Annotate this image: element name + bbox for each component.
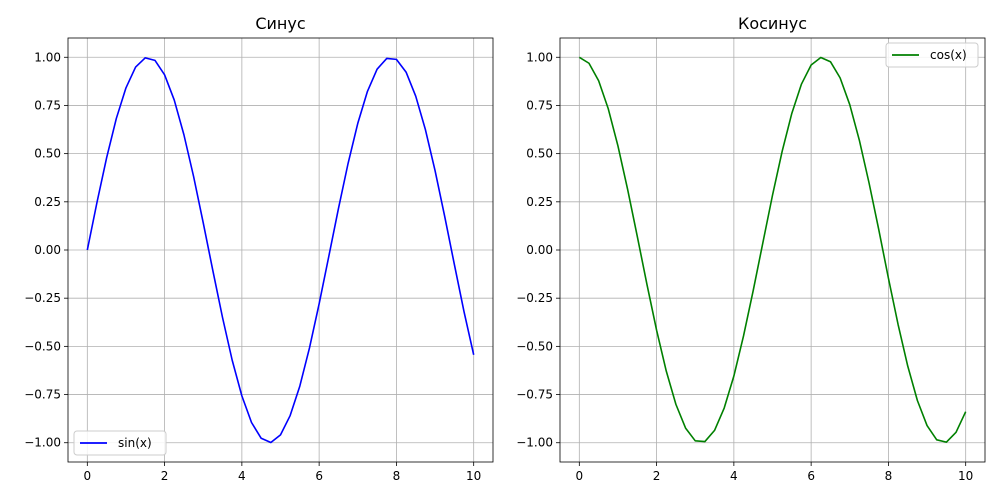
series-line-cosx (578, 56, 967, 443)
legend-label: cos(x) (930, 48, 967, 62)
x-tick-label: 10 (466, 469, 481, 483)
x-tick-label: 6 (315, 469, 323, 483)
y-tick-label: 0.25 (34, 195, 61, 209)
y-tick-label: 0.00 (34, 243, 61, 257)
legend-label: sin(x) (118, 436, 152, 450)
y-tick-label: 1.00 (526, 50, 553, 64)
chart-title: Синус (255, 14, 305, 33)
y-tick-label: 0.75 (34, 98, 61, 112)
y-tick-label: 0.75 (526, 98, 553, 112)
y-tick-label: −0.50 (516, 339, 553, 353)
legend-box (73, 430, 167, 456)
x-tick-label: 0 (575, 469, 583, 483)
y-tick-label: −1.00 (24, 436, 61, 450)
y-tick-label: 0.50 (526, 147, 553, 161)
y-tick-label: −1.00 (516, 436, 553, 450)
legend: cos(x) (885, 42, 979, 68)
y-tick-label: −0.50 (24, 339, 61, 353)
x-tick-label: 10 (958, 469, 973, 483)
y-tick-label: −0.25 (516, 291, 553, 305)
y-tick-label: −0.75 (24, 388, 61, 402)
x-tick-label: 0 (83, 469, 91, 483)
y-tick-label: −0.25 (24, 291, 61, 305)
x-tick-label: 6 (807, 469, 815, 483)
series-line-sinx (86, 57, 475, 444)
y-tick-label: 0.25 (526, 195, 553, 209)
x-tick-label: 8 (393, 469, 401, 483)
subplot-2: 0 2 4 6 8 10 1.00 0.75 0.50 0.25 0.00 −0.25 −0.50 −0.… (516, 14, 986, 483)
legend: sin(x) (73, 430, 167, 456)
x-tick-label: 4 (730, 469, 738, 483)
x-tick-label: 8 (885, 469, 893, 483)
y-tick-label: 1.00 (34, 50, 61, 64)
y-tick-label: 0.00 (526, 243, 553, 257)
legend-box (885, 42, 979, 68)
x-tick-label: 4 (238, 469, 246, 483)
x-tick-label: 2 (161, 469, 169, 483)
x-tick-label: 2 (653, 469, 661, 483)
y-tick-label: −0.75 (516, 388, 553, 402)
chart-title: Косинус (738, 14, 807, 33)
subplot-1: 0 2 4 6 8 10 1.00 0.75 0.50 0.25 0.00 −0.25 −0.50 −0.… (24, 14, 494, 483)
y-tick-label: 0.50 (34, 147, 61, 161)
